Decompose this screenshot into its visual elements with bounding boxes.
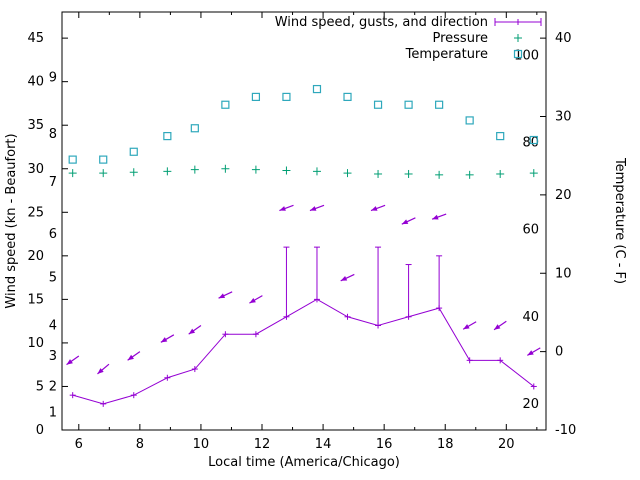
svg-text:5: 5: [49, 271, 57, 286]
legend-label-temperature: Temperature: [405, 47, 488, 62]
x-axis-title: Local time (America/Chicago): [208, 455, 400, 470]
svg-text:18: 18: [437, 437, 454, 452]
chart-dynamic-layer: 6 8 10 12 14 16 18 2005101520253035404512345678…: [27, 11, 576, 452]
svg-text:40: 40: [555, 31, 572, 46]
svg-text:3: 3: [49, 349, 57, 364]
svg-text:30: 30: [555, 110, 572, 125]
svg-text:7: 7: [49, 175, 57, 190]
wind-series: [69, 246, 537, 407]
svg-text:16: 16: [376, 437, 393, 452]
svg-text:10: 10: [193, 437, 210, 452]
legend: Wind speed, gusts, and direction Pressur…: [275, 15, 542, 62]
svg-text:4: 4: [49, 319, 57, 334]
svg-text:6: 6: [75, 437, 83, 452]
svg-text:10: 10: [555, 266, 572, 281]
pressure-series: [68, 164, 538, 179]
svg-text:40: 40: [522, 310, 539, 325]
svg-text:14: 14: [315, 437, 332, 452]
svg-text:45: 45: [27, 31, 44, 46]
temperature-series: [68, 84, 538, 164]
svg-text:6: 6: [49, 227, 57, 242]
svg-text:20: 20: [522, 397, 539, 412]
y-left-axis-title: Wind speed (kn - Beaufort): [4, 133, 19, 308]
svg-text:9: 9: [49, 70, 57, 85]
svg-text:0: 0: [555, 345, 563, 360]
svg-text:60: 60: [522, 223, 539, 238]
svg-text:20: 20: [27, 249, 44, 264]
legend-samples: [494, 18, 542, 59]
svg-text:8: 8: [136, 437, 144, 452]
svg-text:25: 25: [27, 205, 44, 220]
svg-text:2: 2: [49, 379, 57, 394]
svg-text:20: 20: [555, 188, 572, 203]
svg-text:5: 5: [36, 379, 44, 394]
svg-text:15: 15: [27, 292, 44, 307]
svg-text:8: 8: [49, 127, 57, 142]
svg-text:30: 30: [27, 162, 44, 177]
svg-text:-10: -10: [555, 423, 576, 438]
svg-text:1: 1: [49, 406, 57, 421]
legend-label-pressure: Pressure: [432, 31, 488, 46]
wind-direction-arrows: [66, 204, 541, 375]
svg-text:20: 20: [498, 437, 515, 452]
svg-text:0: 0: [36, 423, 44, 438]
legend-label-wind: Wind speed, gusts, and direction: [275, 15, 488, 30]
svg-text:100: 100: [514, 49, 539, 64]
y-right-axis-title: Temperature (C - F): [612, 157, 627, 284]
svg-text:40: 40: [27, 75, 44, 90]
svg-text:10: 10: [27, 336, 44, 351]
axes: 6 8 10 12 14 16 18 2005101520253035404512345678…: [27, 11, 576, 452]
svg-text:35: 35: [27, 118, 44, 133]
svg-text:12: 12: [254, 437, 271, 452]
